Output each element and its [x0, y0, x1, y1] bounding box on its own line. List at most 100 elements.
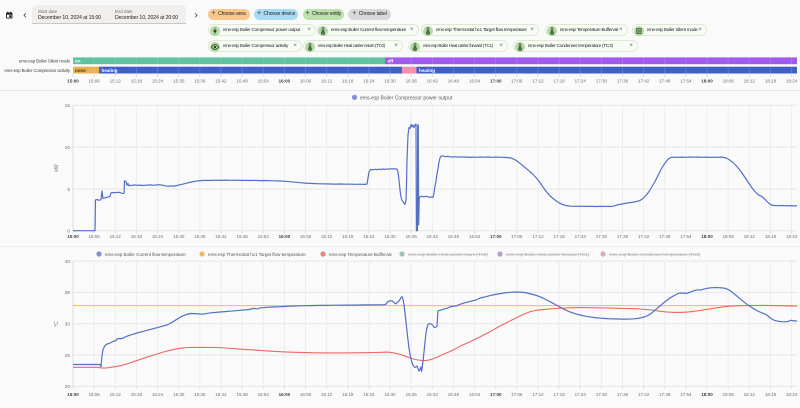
svg-text:15:18: 15:18 [131, 392, 143, 397]
svg-text:17:30: 17:30 [596, 234, 608, 239]
svg-text:15:00: 15:00 [67, 234, 79, 239]
svg-text:16:06: 16:06 [300, 78, 312, 83]
svg-text:17:06: 17:06 [511, 78, 523, 83]
svg-text:ems-esp Boiler Silent mode: ems-esp Boiler Silent mode [19, 59, 71, 64]
svg-text:17:06: 17:06 [511, 234, 523, 239]
svg-text:18:24: 18:24 [786, 392, 798, 397]
svg-text:15:30: 15:30 [173, 234, 185, 239]
svg-text:16:36: 16:36 [406, 234, 418, 239]
svg-text:15:54: 15:54 [258, 234, 270, 239]
svg-text:ems-esp Boiler Condenser tempe: ems-esp Boiler Condenser temperature (TC… [609, 252, 701, 257]
svg-text:16:42: 16:42 [427, 392, 439, 397]
svg-text:ems-esp Boiler Heat carrier fo: ems-esp Boiler Heat carrier forward (TC1… [506, 252, 590, 257]
svg-text:16:30: 16:30 [384, 234, 396, 239]
svg-text:17:54: 17:54 [680, 234, 692, 239]
svg-text:18:18: 18:18 [765, 392, 777, 397]
svg-text:17:36: 17:36 [617, 392, 629, 397]
svg-text:ems-esp Boiler Heat carrier re: ems-esp Boiler Heat carrier return (TC0) [408, 252, 488, 257]
svg-text:17:00: 17:00 [490, 234, 502, 239]
svg-text:15: 15 [65, 103, 71, 109]
svg-text:10: 10 [65, 145, 71, 151]
svg-text:15:36: 15:36 [194, 392, 206, 397]
svg-text:16:36: 16:36 [406, 392, 418, 397]
svg-text:16:12: 16:12 [321, 234, 333, 239]
svg-text:16:24: 16:24 [363, 392, 375, 397]
svg-text:17:00: 17:00 [490, 78, 502, 83]
svg-text:16:06: 16:06 [300, 234, 312, 239]
svg-text:heating: heating [419, 68, 435, 73]
svg-text:16:24: 16:24 [363, 234, 375, 239]
svg-text:17:18: 17:18 [553, 392, 565, 397]
svg-text:17:48: 17:48 [659, 392, 671, 397]
svg-text:15:00: 15:00 [67, 78, 79, 83]
svg-text:17:12: 17:12 [532, 78, 544, 83]
svg-text:18:18: 18:18 [765, 234, 777, 239]
svg-text:15:30: 15:30 [173, 392, 185, 397]
svg-text:17:24: 17:24 [575, 392, 587, 397]
svg-text:15:18: 15:18 [131, 78, 143, 83]
svg-text:15:12: 15:12 [110, 78, 122, 83]
svg-text:18:00: 18:00 [701, 78, 713, 83]
svg-text:16:36: 16:36 [406, 78, 418, 83]
svg-text:17:54: 17:54 [680, 392, 692, 397]
svg-text:16:12: 16:12 [321, 78, 333, 83]
svg-text:15:36: 15:36 [194, 234, 206, 239]
svg-text:18:06: 18:06 [723, 392, 735, 397]
svg-text:18:24: 18:24 [786, 78, 798, 83]
svg-text:30: 30 [65, 322, 71, 328]
svg-text:15:42: 15:42 [215, 234, 227, 239]
svg-text:18:06: 18:06 [723, 234, 735, 239]
svg-text:15:42: 15:42 [215, 392, 227, 397]
svg-text:16:30: 16:30 [384, 78, 396, 83]
svg-text:17:12: 17:12 [532, 392, 544, 397]
svg-text:18:18: 18:18 [765, 78, 777, 83]
svg-text:17:30: 17:30 [596, 78, 608, 83]
svg-text:15:30: 15:30 [173, 78, 185, 83]
svg-text:15:18: 15:18 [131, 234, 143, 239]
svg-text:16:06: 16:06 [300, 392, 312, 397]
svg-text:16:30: 16:30 [384, 392, 396, 397]
svg-text:16:18: 16:18 [342, 234, 354, 239]
svg-text:17:36: 17:36 [617, 234, 629, 239]
svg-text:17:18: 17:18 [553, 234, 565, 239]
svg-text:ems-esp Thermostat hc1 Target: ems-esp Thermostat hc1 Target flow tempe… [208, 252, 306, 257]
svg-text:16:48: 16:48 [448, 78, 460, 83]
svg-text:16:54: 16:54 [469, 78, 481, 83]
svg-text:17:54: 17:54 [680, 78, 692, 83]
svg-text:17:24: 17:24 [575, 234, 587, 239]
svg-text:16:48: 16:48 [448, 234, 460, 239]
svg-text:17:18: 17:18 [553, 78, 565, 83]
svg-text:ems-esp Temperature Buffervat: ems-esp Temperature Buffervat [329, 252, 392, 257]
svg-text:15:06: 15:06 [88, 392, 100, 397]
svg-text:15:06: 15:06 [88, 78, 100, 83]
svg-text:5: 5 [67, 187, 70, 193]
svg-text:17:42: 17:42 [638, 234, 650, 239]
svg-text:15:36: 15:36 [194, 78, 206, 83]
svg-text:18:06: 18:06 [723, 78, 735, 83]
svg-text:15:24: 15:24 [152, 78, 164, 83]
svg-text:16:12: 16:12 [321, 392, 333, 397]
svg-text:on: on [75, 59, 81, 64]
svg-text:off: off [388, 59, 394, 64]
svg-text:18:24: 18:24 [786, 234, 798, 239]
svg-text:18:00: 18:00 [701, 234, 713, 239]
svg-text:°C: °C [54, 321, 60, 327]
svg-text:17:00: 17:00 [490, 392, 502, 397]
svg-text:17:24: 17:24 [575, 78, 587, 83]
svg-text:15:48: 15:48 [236, 392, 248, 397]
svg-text:none: none [75, 68, 86, 73]
svg-text:17:42: 17:42 [638, 78, 650, 83]
svg-text:18:12: 18:12 [744, 234, 756, 239]
svg-text:17:42: 17:42 [638, 392, 650, 397]
svg-text:17:48: 17:48 [659, 78, 671, 83]
svg-text:16:54: 16:54 [469, 392, 481, 397]
svg-text:16:42: 16:42 [427, 78, 439, 83]
svg-text:16:48: 16:48 [448, 392, 460, 397]
svg-text:16:00: 16:00 [279, 392, 291, 397]
svg-text:17:36: 17:36 [617, 78, 629, 83]
svg-text:ems-esp Boiler Current flow te: ems-esp Boiler Current flow temperature [105, 252, 186, 257]
svg-text:15:12: 15:12 [110, 392, 122, 397]
svg-text:16:18: 16:18 [342, 392, 354, 397]
svg-text:16:00: 16:00 [279, 234, 291, 239]
svg-text:16:00: 16:00 [279, 78, 291, 83]
